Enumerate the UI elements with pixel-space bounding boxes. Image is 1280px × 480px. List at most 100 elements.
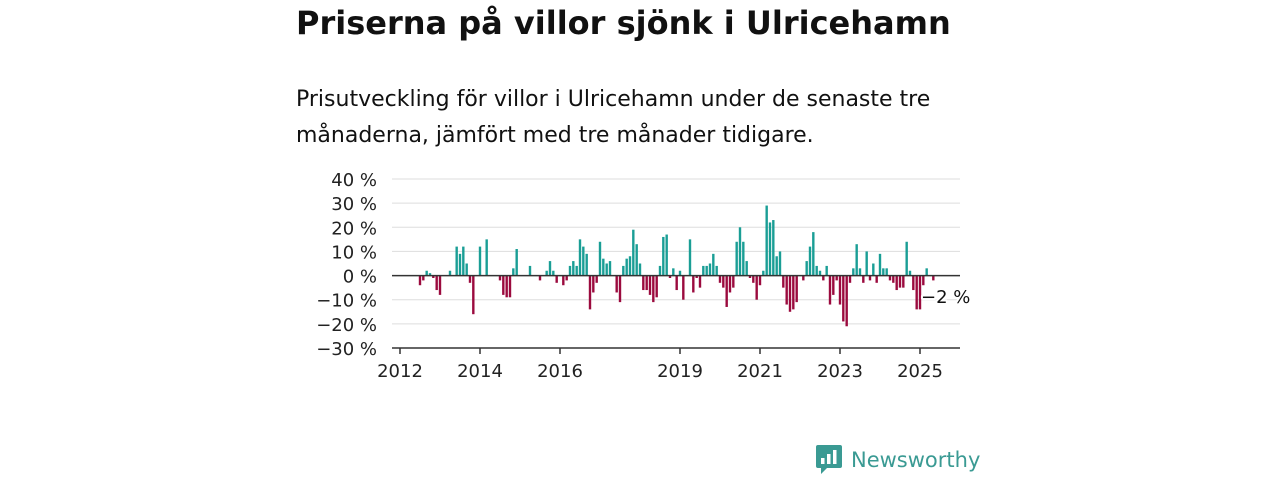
bar xyxy=(508,275,512,298)
annotation-label: −2 % xyxy=(921,287,970,308)
y-tick-label: −30 % xyxy=(316,339,377,360)
bar xyxy=(448,270,452,276)
bar xyxy=(745,261,748,276)
bar xyxy=(582,246,585,276)
bar xyxy=(435,275,438,291)
bar xyxy=(512,268,515,276)
bar xyxy=(568,265,572,276)
bar xyxy=(732,275,735,288)
bar xyxy=(708,263,712,276)
bar xyxy=(572,261,575,276)
bar xyxy=(652,275,655,303)
bar xyxy=(625,258,628,276)
bar xyxy=(552,270,555,276)
bar xyxy=(838,275,842,305)
bar xyxy=(858,268,862,276)
bar xyxy=(498,275,502,281)
bar xyxy=(665,234,668,276)
bar xyxy=(892,275,895,283)
bar xyxy=(702,265,705,276)
bar xyxy=(662,236,665,276)
bar xyxy=(432,275,435,278)
y-tick-label: −20 % xyxy=(316,315,377,336)
bar xyxy=(735,241,738,276)
bar xyxy=(545,270,548,276)
bar xyxy=(655,275,658,298)
x-tick-label: 2025 xyxy=(897,361,943,382)
bar xyxy=(758,275,762,286)
bar xyxy=(828,275,832,305)
bar xyxy=(842,275,845,322)
bar xyxy=(692,275,695,293)
x-tick-label: 2012 xyxy=(377,361,423,382)
bar xyxy=(675,275,678,291)
bar xyxy=(705,265,708,276)
bar xyxy=(622,265,625,276)
bar xyxy=(932,275,935,281)
bar xyxy=(808,246,812,276)
bar xyxy=(648,275,652,295)
y-tick-label: 0 % xyxy=(343,267,377,288)
bar xyxy=(618,275,622,303)
bar xyxy=(908,270,912,276)
bar xyxy=(722,275,725,288)
bar xyxy=(848,275,852,283)
bar xyxy=(588,275,592,310)
bar xyxy=(738,227,742,276)
bar xyxy=(565,275,568,281)
bar xyxy=(888,275,892,281)
bar xyxy=(438,275,442,295)
grid-lines xyxy=(392,178,960,349)
bar xyxy=(465,263,468,276)
brand[interactable]: Newsworthy xyxy=(815,444,980,476)
bar xyxy=(595,275,598,283)
bar xyxy=(845,275,848,327)
x-axis: 2012 2014 2016 2019 2021 2023 2025 xyxy=(377,348,943,382)
bar xyxy=(748,275,752,278)
y-tick-label: 20 % xyxy=(331,218,377,239)
bar xyxy=(502,275,505,295)
bar xyxy=(782,275,785,288)
y-tick-label: 10 % xyxy=(331,242,377,263)
bar xyxy=(775,256,778,276)
bar xyxy=(872,263,875,276)
bar xyxy=(912,275,915,291)
bar xyxy=(915,275,918,310)
bar xyxy=(645,275,648,291)
bar xyxy=(635,244,638,276)
bar xyxy=(485,239,488,276)
bar xyxy=(638,263,642,276)
newsworthy-logo-icon xyxy=(816,445,842,474)
bar xyxy=(602,258,605,276)
bar xyxy=(538,275,542,281)
bar xyxy=(918,275,922,310)
bar xyxy=(642,275,645,291)
x-tick-label: 2016 xyxy=(537,361,583,382)
bar xyxy=(802,275,805,281)
bar xyxy=(668,275,672,278)
bar xyxy=(902,275,905,288)
bar xyxy=(875,275,878,283)
bar xyxy=(768,222,772,276)
y-tick-label: 30 % xyxy=(331,194,377,215)
bar xyxy=(575,265,578,276)
bar xyxy=(825,265,828,276)
x-tick-label: 2021 xyxy=(737,361,783,382)
bar xyxy=(478,246,482,276)
bar xyxy=(895,275,898,291)
bar xyxy=(725,275,728,307)
bar xyxy=(548,261,552,276)
bar xyxy=(922,275,925,286)
bar xyxy=(755,275,758,300)
bar xyxy=(672,268,675,276)
bar xyxy=(832,275,835,295)
bar xyxy=(682,275,685,300)
bar xyxy=(818,270,822,276)
x-tick-label: 2019 xyxy=(657,361,703,382)
bar xyxy=(695,275,698,278)
y-tick-label: 40 % xyxy=(331,170,377,191)
bar xyxy=(425,270,428,276)
bar xyxy=(718,275,722,283)
bar xyxy=(678,270,682,276)
bar xyxy=(742,241,745,276)
